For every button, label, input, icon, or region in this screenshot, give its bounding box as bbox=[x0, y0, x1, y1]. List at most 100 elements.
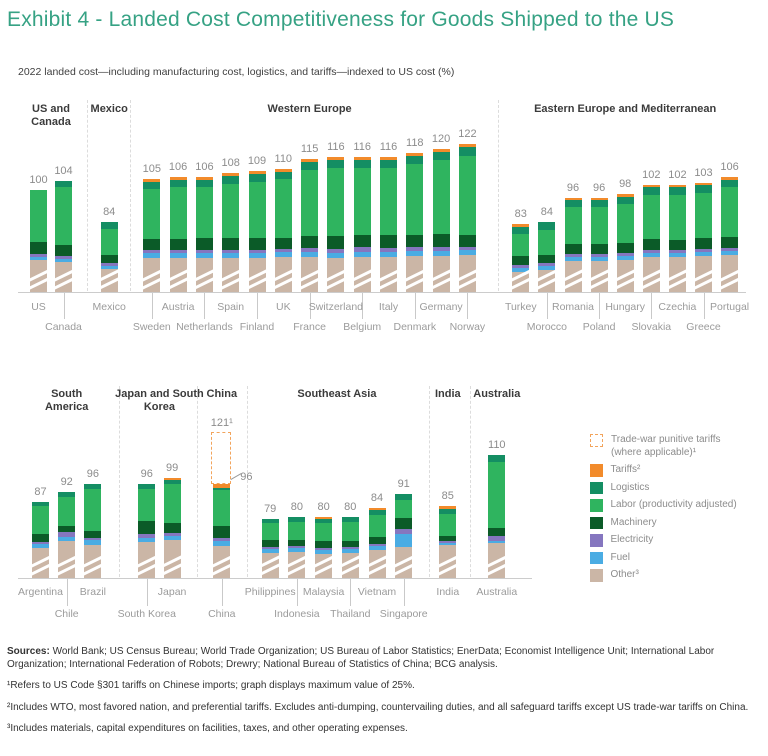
segment-labor bbox=[721, 187, 739, 237]
segment-fuel bbox=[642, 253, 660, 258]
bar-value: 106 bbox=[168, 161, 188, 174]
legend-label: Electricity bbox=[610, 534, 654, 545]
segment-fuel bbox=[138, 537, 156, 543]
segment-logistics bbox=[58, 491, 76, 498]
segment-electricity bbox=[301, 247, 319, 252]
segment-machinery bbox=[222, 237, 240, 250]
segment-machinery bbox=[538, 255, 556, 264]
segment-labor bbox=[143, 189, 161, 239]
x-label-czechia: Czechia bbox=[658, 301, 697, 313]
segment-fuel bbox=[143, 253, 161, 259]
bar-value: 79 bbox=[264, 502, 277, 515]
segment-machinery bbox=[261, 540, 279, 548]
x-label-morocco: Morocco bbox=[526, 321, 568, 333]
segment-fuel bbox=[488, 541, 506, 544]
segment-fuel bbox=[368, 546, 386, 551]
x-label-turkey: Turkey bbox=[504, 301, 537, 313]
segment-labor bbox=[564, 206, 582, 244]
x-label-china: China bbox=[208, 608, 236, 620]
segment-logistics bbox=[668, 187, 686, 195]
x-label-chile: Chile bbox=[54, 608, 79, 620]
segment-fuel bbox=[458, 249, 476, 256]
x-label-hungary: Hungary bbox=[605, 301, 646, 313]
bottom-group-separator-2 bbox=[247, 386, 248, 577]
chart-subtitle: 2022 landed cost—including manufacturing… bbox=[18, 66, 455, 78]
segment-fuel bbox=[163, 535, 181, 541]
segment-fuel bbox=[100, 266, 118, 270]
segment-machinery bbox=[695, 237, 712, 249]
segment-labor bbox=[163, 483, 181, 523]
x-label-leader-line bbox=[257, 293, 258, 319]
group-header-western-europe: Western Europe bbox=[267, 103, 352, 115]
legend-label: Tariffs² bbox=[610, 464, 641, 475]
segment-electricity bbox=[458, 246, 476, 250]
segment-electricity bbox=[564, 254, 582, 258]
x-label-leader-line bbox=[204, 293, 206, 319]
segment-machinery bbox=[564, 243, 582, 255]
segment-fuel bbox=[222, 253, 240, 259]
group-header-india: India bbox=[434, 388, 461, 400]
segment-machinery bbox=[406, 234, 424, 247]
segment-electricity bbox=[32, 542, 49, 545]
x-label-japan: Japan bbox=[157, 586, 187, 598]
x-label-uk: UK bbox=[276, 301, 291, 313]
segment-fuel bbox=[341, 549, 359, 554]
segment-tariffs bbox=[163, 477, 181, 480]
segment-logistics bbox=[32, 502, 49, 507]
segment-tariffs bbox=[222, 173, 240, 177]
bar-value: 84 bbox=[103, 206, 116, 219]
segment-machinery bbox=[590, 243, 608, 255]
bar-value: 116 bbox=[379, 140, 398, 153]
segment-electricity bbox=[721, 247, 739, 251]
segment-tariffs bbox=[380, 156, 397, 160]
segment-tariffs bbox=[695, 183, 712, 186]
bar-indonesia bbox=[288, 516, 306, 578]
segment-tariffs bbox=[301, 158, 319, 162]
segment-tariffs bbox=[458, 144, 476, 148]
segment-machinery bbox=[341, 541, 359, 548]
bottom-group-separator-4 bbox=[470, 386, 471, 577]
segment-tariffs bbox=[195, 177, 213, 181]
segment-logistics bbox=[368, 510, 386, 516]
legend-label: Labor (productivity adjusted) bbox=[610, 499, 737, 510]
x-label-leader-line bbox=[599, 293, 601, 319]
segment-logistics bbox=[327, 159, 345, 168]
segment-electricity bbox=[368, 544, 386, 547]
x-label-spain: Spain bbox=[217, 301, 245, 313]
legend-label: Fuel bbox=[610, 551, 630, 563]
group-header-south-america: South America bbox=[44, 388, 89, 413]
segment-labor bbox=[213, 489, 231, 526]
bar-value: 98 bbox=[619, 177, 632, 190]
segment-fuel bbox=[58, 536, 76, 542]
segment-machinery bbox=[616, 242, 634, 254]
segment-tariffs bbox=[368, 508, 386, 511]
bottom-x-axis bbox=[18, 578, 532, 579]
segment-labor bbox=[368, 515, 386, 537]
segment-machinery bbox=[163, 522, 181, 533]
x-label-canada: Canada bbox=[45, 321, 82, 333]
x-label-norway: Norway bbox=[449, 321, 486, 333]
segment-machinery bbox=[512, 256, 530, 266]
segment-labor bbox=[100, 229, 118, 256]
bar-value: 96 bbox=[592, 181, 606, 194]
x-label-leader-line bbox=[362, 293, 364, 319]
bar-value: 87 bbox=[34, 486, 47, 499]
segment-fuel bbox=[55, 259, 72, 263]
segment-machinery bbox=[195, 237, 213, 250]
segment-labor bbox=[261, 522, 279, 541]
bar-value: 104 bbox=[54, 165, 73, 178]
segment-electricity bbox=[353, 246, 371, 252]
segment-logistics bbox=[100, 222, 118, 230]
legend: Trade-war punitive tariffs (where applica… bbox=[590, 433, 768, 586]
segment-labor bbox=[695, 192, 712, 238]
segment-logistics bbox=[163, 479, 181, 484]
segment-machinery bbox=[439, 535, 457, 542]
segment-machinery bbox=[84, 530, 102, 538]
x-label-singapore: Singapore bbox=[379, 608, 428, 620]
segment-logistics bbox=[301, 161, 319, 170]
segment-machinery bbox=[274, 237, 292, 249]
segment-electricity bbox=[248, 249, 266, 253]
segment-logistics bbox=[590, 199, 608, 207]
x-label-indonesia: Indonesia bbox=[274, 608, 320, 620]
segment-electricity bbox=[138, 533, 156, 538]
